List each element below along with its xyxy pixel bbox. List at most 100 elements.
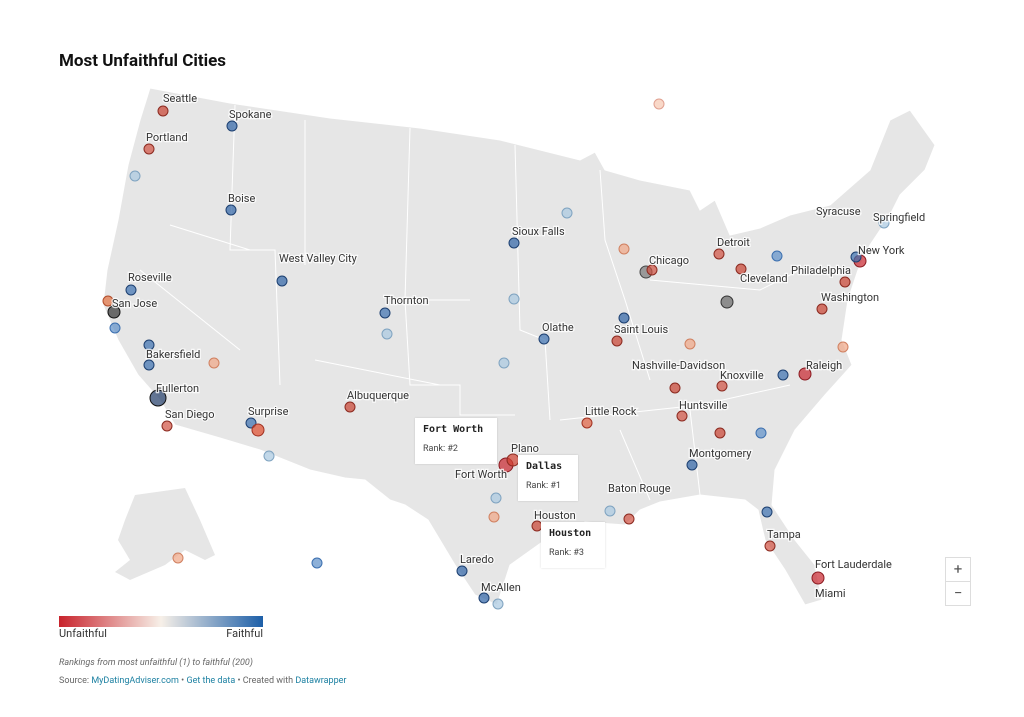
dot — [676, 410, 688, 422]
city-label: Raleigh — [806, 359, 842, 372]
dot — [102, 295, 114, 307]
city-label: Saint Louis — [614, 323, 669, 336]
legend-high: Faithful — [226, 627, 263, 640]
separator: • — [181, 676, 185, 686]
footer-source: Source: MyDatingAdviser.com • Get the da… — [59, 676, 346, 686]
dot — [263, 450, 275, 462]
tooltip-city: Fort Worth — [423, 424, 484, 435]
dot — [208, 357, 220, 369]
city-label: Tampa — [767, 528, 801, 541]
dot — [811, 571, 825, 585]
tool-link[interactable]: Datawrapper — [295, 676, 347, 686]
dot — [456, 565, 468, 577]
zoom-in[interactable]: + — [945, 557, 971, 582]
dot — [107, 305, 121, 319]
dot — [720, 295, 734, 309]
tooltip: Houston Rank: #3 — [541, 522, 605, 568]
city-label: Plano — [511, 442, 539, 455]
dot — [581, 417, 593, 429]
created-with: Created with — [242, 676, 294, 686]
dot — [109, 322, 121, 334]
city-labels: Seattle Spokane Portland Boise West Vall… — [111, 91, 927, 602]
dot — [618, 243, 630, 255]
dot — [226, 120, 238, 132]
city-label: Huntsville — [679, 399, 728, 412]
footer-note: Rankings from most unfaithful (1) to fai… — [59, 658, 253, 668]
legend-gradient — [59, 616, 263, 627]
city-label: McAllen — [481, 581, 521, 594]
tooltip-rank: Rank: #3 — [549, 548, 584, 558]
dot — [735, 263, 747, 275]
city-label: Miami — [815, 587, 846, 600]
dot — [379, 307, 391, 319]
city-label: Philadelphia — [791, 264, 851, 277]
dot — [850, 251, 862, 263]
city-label: Little Rock — [585, 405, 637, 418]
city-label: Seattle — [163, 92, 197, 105]
city-label: Sioux Falls — [512, 225, 565, 238]
dot — [611, 335, 623, 347]
dot — [669, 382, 681, 394]
get-data-link[interactable]: Get the data — [186, 676, 236, 686]
city-label: Fullerton — [156, 382, 199, 395]
dot — [381, 328, 393, 340]
city-label: Surprise — [248, 405, 289, 418]
dot — [716, 380, 728, 392]
zoom-out[interactable]: − — [945, 581, 971, 606]
dot — [143, 143, 155, 155]
dot — [686, 459, 698, 471]
city-label: Knoxville — [720, 369, 764, 382]
dot — [798, 367, 812, 381]
dot — [251, 423, 265, 437]
dot — [157, 105, 169, 117]
city-label: Washington — [821, 291, 879, 304]
city-dots — [102, 98, 890, 610]
dot — [761, 506, 773, 518]
dot — [623, 513, 635, 525]
city-label: Chicago — [649, 254, 689, 267]
dot — [538, 333, 550, 345]
tooltip-rank: Rank: #2 — [423, 444, 458, 454]
dot — [225, 204, 237, 216]
legend-low: Unfaithful — [59, 627, 107, 640]
city-label: Cleveland — [740, 272, 788, 285]
dot — [646, 264, 658, 276]
city-label: Albuquerque — [347, 389, 409, 402]
tooltip-city: Houston — [549, 528, 592, 539]
dot — [714, 427, 726, 439]
source-link[interactable]: MyDatingAdviser.com — [91, 676, 179, 686]
dot — [125, 284, 137, 296]
dot — [488, 511, 500, 523]
tooltip-city: Dallas — [526, 461, 563, 472]
city-label: Portland — [146, 131, 188, 144]
dot — [755, 427, 767, 439]
separator: • — [237, 676, 241, 686]
dot — [490, 492, 502, 504]
dot — [508, 293, 520, 305]
dot — [618, 312, 630, 324]
dot — [143, 339, 155, 351]
dot — [561, 207, 573, 219]
title: Most Unfaithful Cities — [59, 51, 226, 71]
dot — [498, 357, 510, 369]
city-label: Bakersfield — [146, 348, 200, 361]
dot — [684, 338, 696, 350]
city-label: Spokane — [229, 108, 272, 121]
dot — [771, 250, 783, 262]
city-label: New York — [858, 244, 905, 257]
city-label: Thornton — [384, 294, 429, 307]
dot — [344, 401, 356, 413]
dot — [492, 598, 504, 610]
city-label: Springfield — [873, 211, 925, 224]
dot — [478, 592, 490, 604]
dot — [508, 237, 520, 249]
dot — [143, 359, 155, 371]
city-label: Olathe — [542, 321, 574, 334]
city-label: Fort Worth — [455, 468, 507, 481]
city-label: San Jose — [112, 297, 157, 310]
dot — [878, 217, 890, 229]
city-label: Detroit — [717, 236, 750, 249]
dot — [713, 248, 725, 260]
dot — [764, 540, 776, 552]
